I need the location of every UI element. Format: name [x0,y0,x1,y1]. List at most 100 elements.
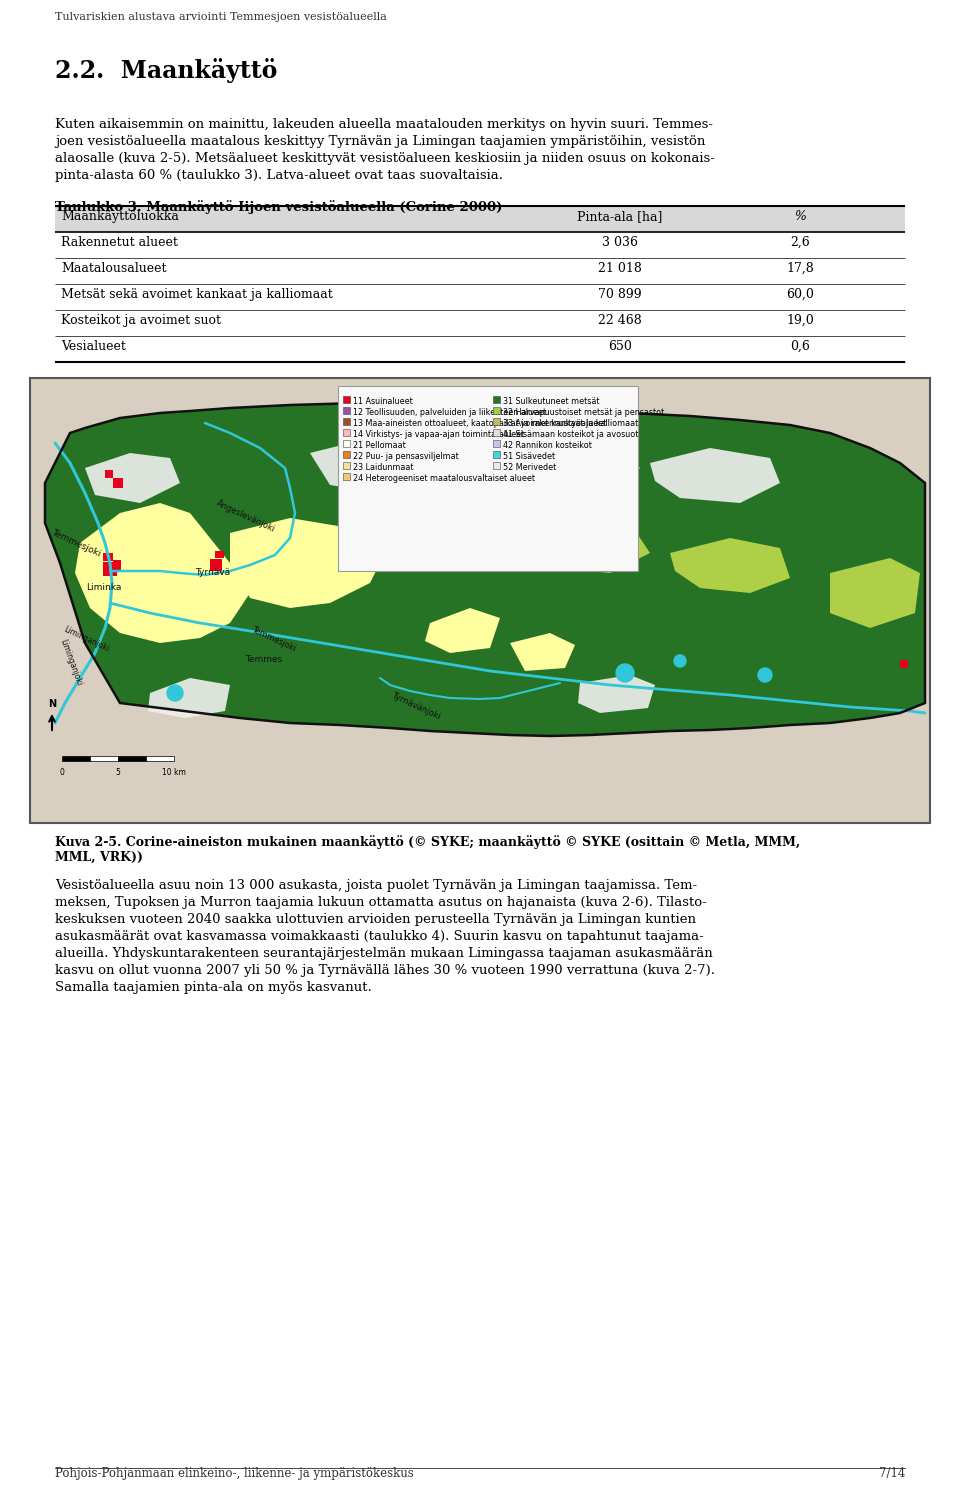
Bar [343,451,350,458]
Bar [493,462,500,470]
Bar [30,378,930,823]
Text: Liminka: Liminka [86,583,121,592]
Text: 7/14: 7/14 [878,1468,905,1480]
Text: 14 Virkistys- ja vapaa-ajan toiminta-alueet: 14 Virkistys- ja vapaa-ajan toiminta-alu… [353,430,524,439]
Text: 17,8: 17,8 [786,263,814,275]
Text: Rakennetut alueet: Rakennetut alueet [61,236,178,249]
Text: Liminganjoki: Liminganjoki [58,639,84,687]
Text: 0: 0 [60,769,64,778]
Bar [90,757,118,761]
Bar [105,470,113,479]
Text: 12 Teollisuuden, palveluiden ja liikenteen alueet: 12 Teollisuuden, palveluiden ja liikente… [353,408,546,417]
Text: Pinta-ala [ha]: Pinta-ala [ha] [577,210,662,223]
Text: Samalla taajamien pinta-ala on myös kasvanut.: Samalla taajamien pinta-ala on myös kasv… [55,982,372,994]
Bar [343,473,350,480]
Text: N: N [48,699,56,710]
Bar [113,479,123,488]
Text: 2.2.  Maankäyttö: 2.2. Maankäyttö [55,57,277,83]
Text: 33 Avoimet kankaat ja kalliomaat: 33 Avoimet kankaat ja kalliomaat [503,418,638,427]
Text: Vesistöalueella asuu noin 13 000 asukasta, joista puolet Tyrnävän ja Limingan ta: Vesistöalueella asuu noin 13 000 asukast… [55,879,697,892]
Bar [103,562,117,575]
Text: 5: 5 [115,769,120,778]
Polygon shape [148,678,230,717]
Text: 21 018: 21 018 [598,263,642,275]
Text: 32 Harvapuustoiset metsät ja pensastot: 32 Harvapuustoiset metsät ja pensastot [503,408,664,417]
Text: alueilla. Yhdyskuntarakenteen seurantajärjestelmän mukaan Limingassa taajaman as: alueilla. Yhdyskuntarakenteen seurantajä… [55,947,712,960]
Bar [343,418,350,424]
Circle shape [758,667,772,683]
Bar [118,757,146,761]
Text: 650: 650 [608,340,632,353]
Bar [30,378,930,823]
Text: Tyrnävänjoki: Tyrnävänjoki [390,692,442,722]
Text: 52 Merivedet: 52 Merivedet [503,464,556,473]
Bar [62,757,90,761]
Text: Maatalousalueet: Maatalousalueet [61,263,166,275]
Bar [493,396,500,403]
Polygon shape [830,559,920,628]
Bar [210,559,222,571]
Bar [215,551,224,559]
Text: Maankäyttöluokka: Maankäyttöluokka [61,210,179,223]
Text: kasvu on ollut vuonna 2007 yli 50 % ja Tyrnävällä lähes 30 % vuoteen 1990 verrat: kasvu on ollut vuonna 2007 yli 50 % ja T… [55,963,715,977]
Text: Metsät sekä avoimet kankaat ja kalliomaat: Metsät sekä avoimet kankaat ja kalliomaa… [61,288,333,300]
Text: 0,6: 0,6 [790,340,810,353]
Polygon shape [350,492,480,559]
Text: keskuksen vuoteen 2040 saakka ulottuvien arvioiden perusteella Tyrnävän ja Limin: keskuksen vuoteen 2040 saakka ulottuvien… [55,914,696,926]
Bar [343,408,350,414]
Polygon shape [75,503,250,643]
Bar [493,429,500,436]
Bar [343,439,350,447]
Text: 22 468: 22 468 [598,314,642,328]
Text: 13 Maa-aineisten ottoalueet, kaatopaikat ja rakennustyöalueet: 13 Maa-aineisten ottoalueet, kaatopaikat… [353,418,607,427]
Bar [493,408,500,414]
Text: Kosteikot ja avoimet suot: Kosteikot ja avoimet suot [61,314,221,328]
Text: Tyrnävä: Tyrnävä [195,568,230,577]
Polygon shape [45,403,925,735]
Bar [338,387,638,571]
Bar [343,429,350,436]
Bar [343,396,350,403]
Bar [146,757,174,761]
Circle shape [674,655,686,667]
Text: alaosalle (kuva 2-5). Metsäalueet keskittyvät vesistöalueen keskiosiin ja niiden: alaosalle (kuva 2-5). Metsäalueet keskit… [55,153,715,165]
Polygon shape [230,518,390,609]
Polygon shape [578,675,655,713]
Bar [55,205,905,233]
Text: Liminganjoki: Liminganjoki [62,625,110,654]
Text: 60,0: 60,0 [786,288,814,300]
Text: Ängeslevänjoki: Ängeslevänjoki [215,498,277,535]
Text: Taulukko 3. Maankäyttö Iijoen vesistöalueella (Corine 2000): Taulukko 3. Maankäyttö Iijoen vesistöalu… [55,199,502,214]
Text: meksen, Tupoksen ja Murron taajamia lukuun ottamatta asutus on hajanaista (kuva : meksen, Tupoksen ja Murron taajamia luku… [55,895,707,909]
Text: Kuva 2-5. Corine-aineiston mukainen maankäyttö (© SYKE; maankäyttö © SYKE (ositt: Kuva 2-5. Corine-aineiston mukainen maan… [55,835,801,849]
Bar [900,660,908,667]
Bar [493,451,500,458]
Text: Temmesjoki: Temmesjoki [50,528,102,559]
Text: 22 Puu- ja pensasviljelmat: 22 Puu- ja pensasviljelmat [353,451,459,461]
Text: 11 Asuinalueet: 11 Asuinalueet [353,397,413,406]
Text: 51 Sisävedet: 51 Sisävedet [503,451,555,461]
Text: Vesialueet: Vesialueet [61,340,126,353]
Polygon shape [310,438,460,492]
Polygon shape [85,453,180,503]
Text: Temmesjoki: Temmesjoki [250,625,297,654]
Text: joen vesistöalueella maatalous keskittyy Tyrnävän ja Limingan taajamien ympärist: joen vesistöalueella maatalous keskittyy… [55,134,706,148]
Polygon shape [670,538,790,593]
Circle shape [616,664,634,683]
Text: 23 Laidunmaat: 23 Laidunmaat [353,464,414,473]
Bar [493,439,500,447]
Polygon shape [425,609,500,652]
Text: 19,0: 19,0 [786,314,814,328]
Polygon shape [500,433,640,492]
Text: 41 Sisämaan kosteikot ja avosuot: 41 Sisämaan kosteikot ja avosuot [503,430,638,439]
Polygon shape [530,513,650,572]
Text: asukasmäärät ovat kasvamassa voimakkaasti (taulukko 4). Suurin kasvu on tapahtun: asukasmäärät ovat kasvamassa voimakkaast… [55,930,704,944]
Bar [343,462,350,470]
Circle shape [167,686,183,701]
Polygon shape [650,448,780,503]
Text: Temmes: Temmes [245,655,282,664]
Bar [113,560,121,569]
Text: Kuten aikaisemmin on mainittu, lakeuden alueella maatalouden merkitys on hyvin s: Kuten aikaisemmin on mainittu, lakeuden … [55,118,713,131]
Text: MML, VRK)): MML, VRK)) [55,852,143,864]
Bar [493,418,500,424]
